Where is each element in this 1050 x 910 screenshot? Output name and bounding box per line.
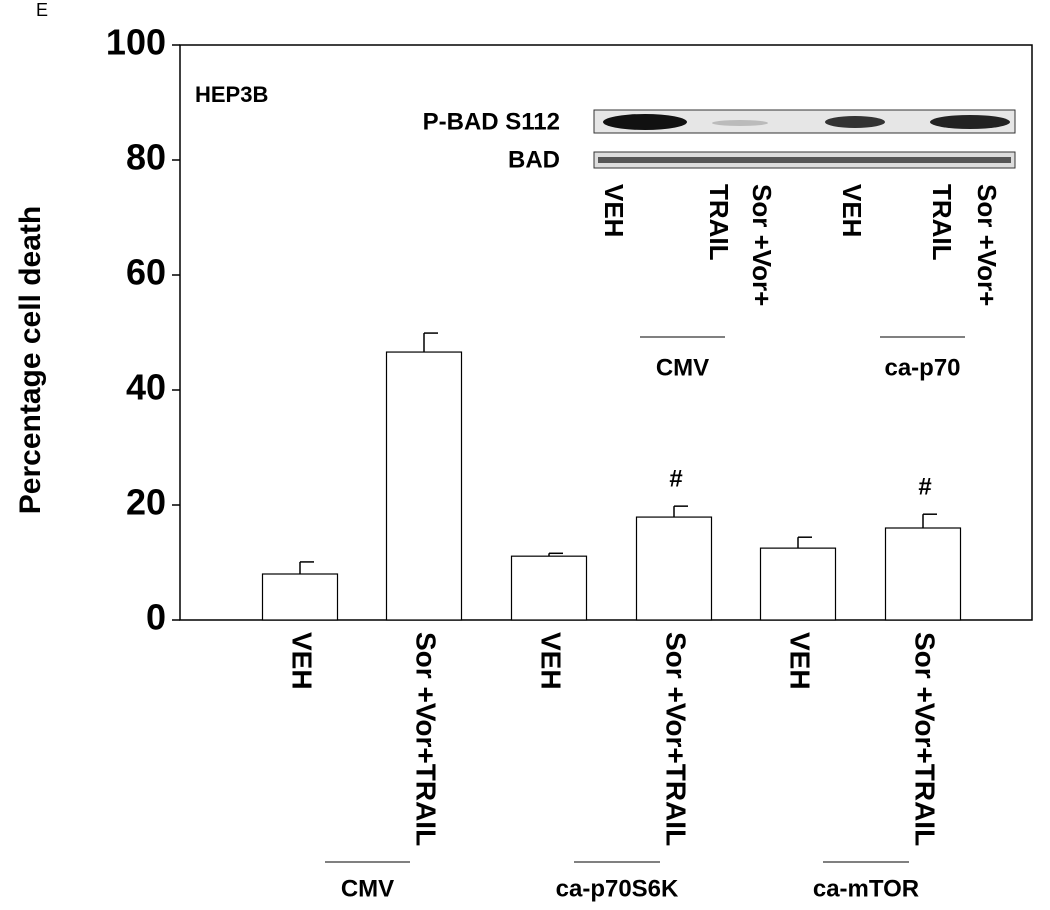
blot-row-label: P-BAD S112 <box>423 108 560 135</box>
y-tick-label: 100 <box>106 22 166 63</box>
x-tick-label: VEH <box>536 632 567 690</box>
y-tick-label: 0 <box>146 597 166 638</box>
lane-label: Sor +Vor+ <box>972 184 1002 306</box>
y-axis-label: Percentage cell death <box>14 206 47 514</box>
x-tick-label: Sor +Vor+TRAIL <box>661 632 692 846</box>
group-label: ca-p70S6K <box>556 875 679 902</box>
x-tick-label: Sor +Vor+TRAIL <box>411 632 442 846</box>
y-tick-label: 20 <box>126 482 166 523</box>
plot-frame <box>179 44 1033 621</box>
bar <box>635 516 713 621</box>
blot-band <box>825 116 885 128</box>
blot-strip <box>593 109 1016 134</box>
annotation: # <box>918 474 931 501</box>
lane-label: VEH <box>837 184 867 237</box>
lane-label: VEH <box>599 184 629 237</box>
bar <box>759 547 837 621</box>
lane-group-label: CMV <box>656 354 709 381</box>
blot-row-label: BAD <box>508 146 560 173</box>
group-label: ca-mTOR <box>813 875 919 902</box>
lane-label: TRAIL <box>704 184 734 261</box>
blot-band <box>598 157 1011 163</box>
lane-group-label: ca-p70 <box>884 354 960 381</box>
group-label: CMV <box>341 875 394 902</box>
lane-label: TRAIL <box>927 184 957 261</box>
x-tick-label: Sor +Vor+TRAIL <box>910 632 941 846</box>
bar <box>884 527 962 621</box>
western-blot <box>593 109 1016 169</box>
y-tick-label: 60 <box>126 252 166 293</box>
blot-band <box>603 114 687 130</box>
bar <box>385 351 463 621</box>
annotation: # <box>669 465 682 492</box>
panel-label: E <box>36 0 48 20</box>
blot-band <box>712 120 768 126</box>
y-tick-label: 40 <box>126 367 166 408</box>
x-tick-label: VEH <box>287 632 318 690</box>
inset-title: HEP3B <box>195 82 268 107</box>
bar <box>261 573 339 621</box>
y-tick-label: 80 <box>126 137 166 178</box>
x-tick-label: VEH <box>785 632 816 690</box>
blot-band <box>930 115 1010 129</box>
bar <box>510 555 588 621</box>
lane-label: Sor +Vor+ <box>747 184 777 306</box>
